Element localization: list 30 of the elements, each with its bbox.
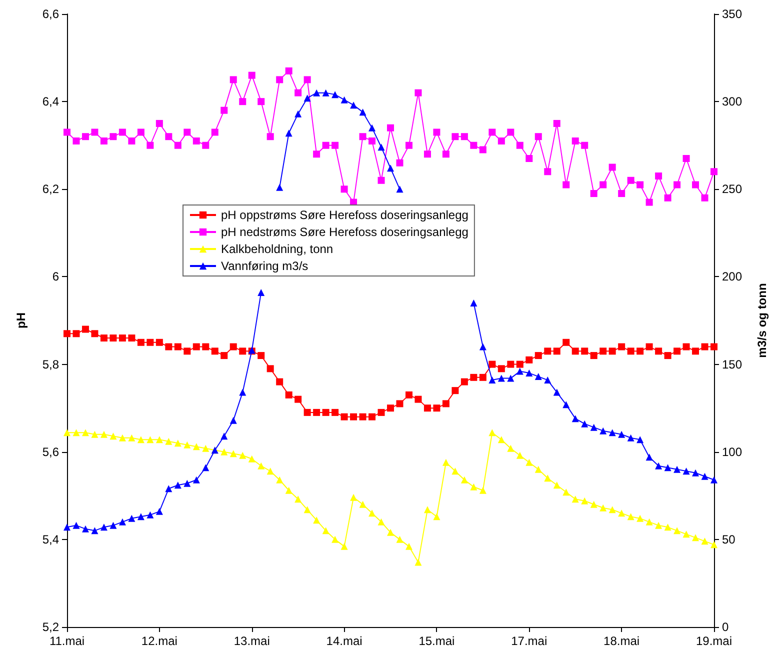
legend-label: pH nedstrøms Søre Herefoss doseringsanlegg: [221, 225, 468, 239]
y2-tick-label: 350: [722, 7, 742, 21]
y-tick-label: 6,6: [42, 7, 60, 21]
y2-tick-label: 100: [722, 444, 742, 459]
y-tick-label: 5,8: [42, 357, 60, 372]
x-tick-label: 12.mai: [141, 634, 178, 648]
legend-label: Vannføring m3/s: [221, 259, 308, 273]
x-tick-label: 15.mai: [418, 634, 455, 648]
x-tick-label: 17.mai: [511, 634, 548, 648]
y-tick-label: 5,4: [42, 532, 60, 546]
y2-tick-label: 200: [722, 270, 742, 284]
x-tick-label: 13.mai: [234, 634, 270, 648]
x-tick-label: 14.mai: [326, 634, 362, 648]
y-axis-title: pH: [14, 312, 28, 328]
y-tick-label: 5,6: [42, 444, 60, 459]
x-tick-label: 11.mai: [49, 634, 85, 648]
y2-tick-label: 150: [722, 357, 742, 372]
y-tick-label: 6,2: [42, 182, 60, 196]
legend-label: Kalkbeholdning, tonn: [221, 242, 334, 256]
y-tick-label: 5,2: [42, 620, 60, 634]
y2-tick-label: 0: [722, 620, 729, 634]
y-tick-label: 6: [52, 270, 60, 284]
y2-tick-label: 50: [722, 532, 736, 546]
legend-label: pH oppstrøms Søre Herefoss doseringsanlegg: [221, 208, 468, 222]
y-tick-label: 6,4: [42, 94, 60, 109]
y2-tick-label: 300: [722, 94, 742, 109]
x-tick-label: 18.mai: [604, 634, 640, 648]
x-tick-label: 19.mai: [696, 634, 732, 648]
y2-tick-label: 250: [722, 182, 742, 196]
y2-axis-title: m3/s og tonn: [755, 283, 769, 358]
